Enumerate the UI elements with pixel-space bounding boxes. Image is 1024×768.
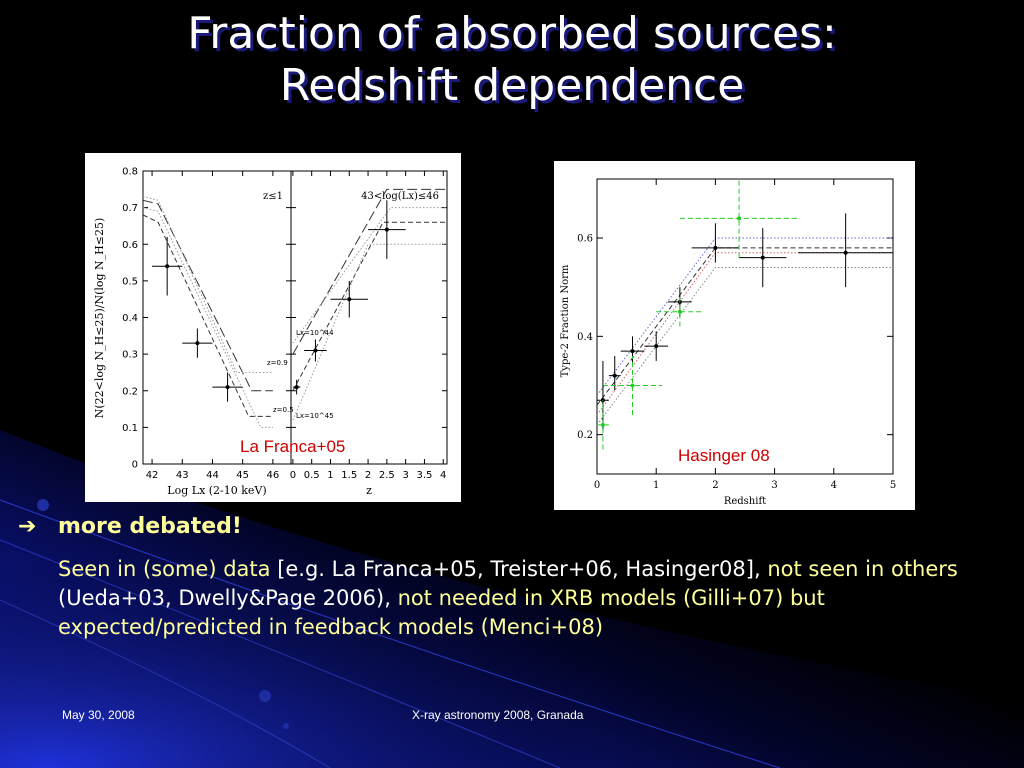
title-line-2: Redshift dependence [279, 60, 745, 111]
hasinger-black-data-point [630, 349, 635, 354]
hasinger-y-tick-label: 0.2 [577, 430, 593, 441]
bullet-heading: more debated! [58, 514, 242, 539]
panel-b-model-line [292, 207, 447, 344]
decorative-dots [37, 499, 289, 729]
panel-a-x-axis-label: Log Lx (2-10 keV) [167, 484, 266, 497]
hasinger-black-data-point [713, 245, 718, 250]
hasinger-y-tick-label: 0.6 [577, 234, 593, 245]
body-paragraph: Seen in (some) data [e.g. La Franca+05, … [58, 555, 1013, 642]
panel-a-model-line [142, 207, 273, 428]
hasinger-model-line [596, 237, 893, 396]
body-part-4: (Ueda+03, Dwelly&Page 2006), [58, 586, 391, 610]
hasinger-y-axis-label: Type-2 Fraction Norm [560, 264, 571, 377]
hasinger-figure: 0 1 2 3 4 5 0.2 0.4 0.6 Redshift Type-2 Fraction N… [554, 161, 915, 510]
body-part-3: not seen in others [767, 557, 958, 581]
hasinger-green-data-point [737, 216, 742, 221]
hasinger-x-tick-label: 4 [831, 480, 837, 491]
hasinger-x-tick-label: 1 [653, 480, 659, 491]
panel-b-x-tick-label: 0 [290, 470, 296, 481]
panel-b-model-line [292, 221, 447, 391]
footer-event: X-ray astronomy 2008, Granada [412, 708, 584, 722]
panel-b-frame [290, 170, 448, 465]
hasinger-frame [596, 178, 894, 475]
panel-a-model-label: z=0.9 [267, 359, 288, 367]
panel-a-annotation: z≤1 [263, 191, 283, 202]
panel-a-model-line [142, 199, 273, 392]
hasinger-x-tick-label: 3 [771, 480, 777, 491]
hasinger-model-line [596, 252, 893, 416]
panel-a-x-tick-label: 42 [146, 470, 159, 481]
panel-b-data-point [347, 297, 352, 302]
panel-b-model-label: Lx=10^44 [296, 329, 334, 337]
panel-b-x-axis-label: z [366, 484, 372, 497]
body-part-2: [e.g. La Franca+05, Treister+06, Hasinge… [277, 557, 761, 581]
panel-a-y-tick-label: 0.2 [122, 386, 138, 397]
panel-a-y-tick-label: 0.6 [122, 240, 138, 251]
hasinger-x-tick-label: 2 [712, 480, 718, 491]
title-line-1: Fraction of absorbed sources: [187, 8, 837, 59]
panel-a-x-tick-label: 43 [176, 470, 189, 481]
panel-a-data-point [165, 264, 170, 269]
panel-b-annotation: 43<log(Lx)≤46 [361, 191, 439, 202]
panel-b-model-line [292, 243, 447, 421]
arrow-bullet-icon: ➔ [18, 514, 37, 539]
panel-a-y-tick-label: 0.4 [122, 313, 138, 324]
panel-b-x-tick-label: 3 [402, 470, 408, 481]
hasinger-y-tick-label: 0.4 [577, 332, 593, 343]
body-part-1: Seen in (some) data [58, 557, 278, 581]
panel-a-y-tick-label: 0.8 [122, 167, 138, 178]
panel-a-model-line [142, 214, 273, 417]
hasinger-model-line [596, 267, 893, 426]
panel-b-x-tick-label: 1.5 [341, 470, 357, 481]
panel-a-data-point [195, 341, 200, 346]
panel-b-data-point [384, 227, 389, 232]
hasinger-chart: 0 1 2 3 4 5 0.2 0.4 0.6 Redshift Type-2 Fraction N… [560, 178, 896, 507]
hasinger-black-data-point [612, 373, 617, 378]
panel-a-x-tick-label: 44 [206, 470, 219, 481]
panel-a-y-tick-label: 0.5 [122, 276, 138, 287]
panel-b-x-tick-label: 2.5 [379, 470, 395, 481]
panel-b-model-label: Lx=10^45 [296, 412, 334, 420]
hasinger-x-tick-label: 5 [890, 480, 896, 491]
panel-b-x-tick-label: 2 [365, 470, 371, 481]
hasinger-green-data-point [677, 309, 682, 314]
panel-a-y-tick-label: 0.7 [122, 203, 138, 214]
hasinger-black-data-point [654, 344, 659, 349]
hasinger-x-tick-label: 0 [594, 480, 600, 491]
panel-a-model-label: z=0.5 [273, 406, 294, 414]
panel-b-x-tick-label: 3.5 [416, 470, 432, 481]
panel-a-data-point [225, 385, 230, 390]
panel-b-data-point [294, 385, 299, 390]
panel-b-x-tick-label: 1 [327, 470, 333, 481]
footer-date: May 30, 2008 [62, 708, 135, 722]
panel-a-y-tick-label: 0.3 [122, 350, 138, 361]
slide-title: Fraction of absorbed sources: Redshift d… [0, 8, 1024, 112]
panel-a-y-tick-label: 0.1 [122, 423, 138, 434]
la-franca-caption: La Franca+05 [240, 437, 346, 456]
panel-b-x-tick-label: 0.5 [304, 470, 320, 481]
la-franca-figure: 42 43 44 45 46 0 0.1 0.2 0.3 0.4 0.5 0.6 0.7 0.8 z≤1 Lo… [85, 153, 461, 502]
la-franca-y-axis-label: N(22<log N_H≤25)/N(log N_H≤25) [93, 218, 106, 419]
hasinger-model-line [596, 247, 893, 406]
hasinger-caption: Hasinger 08 [678, 446, 770, 465]
panel-a-model-line [142, 196, 273, 373]
panel-a-x-tick-label: 46 [267, 470, 280, 481]
la-franca-chart: 42 43 44 45 4600.10.20.30.40.50.60.70.8z≤1Lo… [93, 167, 448, 497]
hasinger-green-data-point [630, 383, 635, 388]
panel-b-x-tick-label: 4 [440, 470, 446, 481]
hasinger-x-axis-label: Redshift [724, 496, 766, 507]
hasinger-green-data-point [600, 422, 605, 427]
hasinger-black-data-point [843, 250, 848, 255]
body-part-5: not needed in XRB models (Gilli+07) but … [58, 586, 825, 639]
hasinger-black-data-point [760, 255, 765, 260]
panel-a-x-tick-label: 45 [236, 470, 249, 481]
panel-b-data-point [313, 348, 318, 353]
panel-a-y-tick-label: 0 [132, 460, 138, 471]
